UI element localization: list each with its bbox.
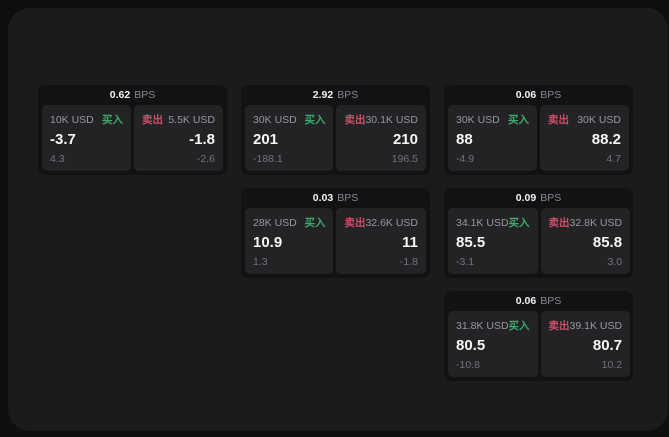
quote-card: 0.06 BPS 31.8K USD 买入 80.5 -10.8 卖出 39.1… xyxy=(444,291,633,381)
card-body: 34.1K USD 买入 85.5 -3.1 卖出 32.8K USD 85.8… xyxy=(444,208,633,278)
card-header: 0.09 BPS xyxy=(444,188,633,208)
quote-card: 2.92 BPS 30K USD 买入 201 -188.1 卖出 30.1K … xyxy=(241,85,430,175)
buy-delta: -10.8 xyxy=(456,359,480,371)
sell-amount: 30K USD xyxy=(577,113,621,126)
bps-unit: BPS xyxy=(540,192,562,204)
bps-unit: BPS xyxy=(337,89,359,101)
buy-tag: 买入 xyxy=(102,114,123,126)
card-header: 0.03 BPS xyxy=(241,188,430,208)
main-panel: 0.62 BPS 10K USD 买入 -3.7 4.3 卖出 5.5K USD xyxy=(8,8,668,431)
bps-value: 2.92 xyxy=(312,89,334,101)
card-body: 31.8K USD 买入 80.5 -10.8 卖出 39.1K USD 80.… xyxy=(444,311,633,381)
buy-amount: 31.8K USD xyxy=(456,319,509,332)
sell-amount: 32.8K USD xyxy=(569,216,623,229)
sell-amount: 39.1K USD xyxy=(569,319,623,332)
sell-panel[interactable]: 卖出 30K USD 88.2 4.7 xyxy=(540,105,629,171)
sell-panel[interactable]: 卖出 5.5K USD -1.8 -2.6 xyxy=(134,105,223,171)
sell-tag: 卖出 xyxy=(142,114,163,126)
quote-card: 0.62 BPS 10K USD 买入 -3.7 4.3 卖出 5.5K USD xyxy=(38,85,227,175)
sell-delta: -1.8 xyxy=(399,256,418,268)
sell-panel[interactable]: 卖出 32.8K USD 85.8 3.0 xyxy=(540,208,631,274)
bps-unit: BPS xyxy=(134,89,156,101)
sell-delta: 3.0 xyxy=(607,256,623,268)
buy-amount: 28K USD xyxy=(253,216,297,229)
sell-price: 210 xyxy=(392,130,418,148)
card-header: 0.06 BPS xyxy=(444,291,633,311)
sell-price: 88.2 xyxy=(591,130,621,148)
bps-value: 0.06 xyxy=(515,295,537,307)
sell-price: 80.7 xyxy=(592,336,623,354)
sell-delta: 4.7 xyxy=(606,153,621,165)
sell-amount: 32.6K USD xyxy=(365,216,418,229)
bps-unit: BPS xyxy=(337,192,359,204)
sell-delta: 10.2 xyxy=(601,359,623,371)
sell-price: 85.8 xyxy=(592,233,623,251)
buy-panel[interactable]: 30K USD 买入 88 -4.9 xyxy=(448,105,537,171)
sell-panel[interactable]: 卖出 32.6K USD 11 -1.8 xyxy=(336,208,426,274)
buy-price: 201 xyxy=(253,130,279,148)
bps-value: 0.03 xyxy=(312,192,334,204)
card-body: 30K USD 买入 201 -188.1 卖出 30.1K USD 210 1… xyxy=(241,105,430,175)
sell-tag: 卖出 xyxy=(344,217,366,229)
sell-tag: 卖出 xyxy=(548,114,569,126)
buy-price: 85.5 xyxy=(456,233,486,251)
buy-amount: 30K USD xyxy=(253,113,297,126)
card-header: 0.06 BPS xyxy=(444,85,633,105)
bps-unit: BPS xyxy=(540,89,562,101)
sell-delta: -2.6 xyxy=(196,153,215,165)
buy-panel[interactable]: 34.1K USD 买入 85.5 -3.1 xyxy=(448,208,538,274)
sell-tag: 卖出 xyxy=(548,217,570,229)
sell-tag: 卖出 xyxy=(344,114,366,126)
buy-delta: 1.3 xyxy=(253,256,268,268)
bps-value: 0.06 xyxy=(515,89,537,101)
sell-amount: 5.5K USD xyxy=(168,113,215,126)
sell-price: -1.8 xyxy=(189,130,215,148)
card-body: 10K USD 买入 -3.7 4.3 卖出 5.5K USD -1.8 -2.… xyxy=(38,105,227,175)
sell-tag: 卖出 xyxy=(548,320,570,332)
sell-panel[interactable]: 卖出 30.1K USD 210 196.5 xyxy=(336,105,426,171)
bps-value: 0.62 xyxy=(109,89,131,101)
quote-card: 0.06 BPS 30K USD 买入 88 -4.9 卖出 30K USD xyxy=(444,85,633,175)
bps-value: 0.09 xyxy=(515,192,537,204)
buy-delta: -3.1 xyxy=(456,256,475,268)
buy-tag: 买入 xyxy=(304,217,326,229)
buy-amount: 30K USD xyxy=(456,113,500,126)
card-body: 28K USD 买入 10.9 1.3 卖出 32.6K USD 11 -1.8 xyxy=(241,208,430,278)
buy-panel[interactable]: 31.8K USD 买入 80.5 -10.8 xyxy=(448,311,538,377)
buy-amount: 10K USD xyxy=(50,113,94,126)
quote-card: 0.09 BPS 34.1K USD 买入 85.5 -3.1 卖出 32.8K… xyxy=(444,188,633,278)
buy-delta: 4.3 xyxy=(50,153,65,165)
sell-price: 11 xyxy=(402,233,418,251)
quote-cards-grid: 0.62 BPS 10K USD 买入 -3.7 4.3 卖出 5.5K USD xyxy=(38,85,633,381)
buy-amount: 34.1K USD xyxy=(456,216,509,229)
buy-tag: 买入 xyxy=(508,320,530,332)
buy-price: 10.9 xyxy=(253,233,283,251)
card-header: 0.62 BPS xyxy=(38,85,227,105)
bps-unit: BPS xyxy=(540,295,562,307)
buy-panel[interactable]: 30K USD 买入 201 -188.1 xyxy=(245,105,334,171)
buy-tag: 买入 xyxy=(508,217,530,229)
buy-price: 80.5 xyxy=(456,336,486,354)
sell-delta: 196.5 xyxy=(391,153,418,165)
buy-tag: 买入 xyxy=(304,114,326,126)
card-body: 30K USD 买入 88 -4.9 卖出 30K USD 88.2 4.7 xyxy=(444,105,633,175)
buy-delta: -188.1 xyxy=(253,153,283,165)
card-header: 2.92 BPS xyxy=(241,85,430,105)
buy-panel[interactable]: 10K USD 买入 -3.7 4.3 xyxy=(42,105,131,171)
quote-card: 0.03 BPS 28K USD 买入 10.9 1.3 卖出 32.6K US… xyxy=(241,188,430,278)
buy-price: -3.7 xyxy=(50,130,76,148)
sell-amount: 30.1K USD xyxy=(365,113,418,126)
buy-price: 88 xyxy=(456,130,473,148)
buy-panel[interactable]: 28K USD 买入 10.9 1.3 xyxy=(245,208,334,274)
buy-delta: -4.9 xyxy=(456,153,475,165)
buy-tag: 买入 xyxy=(508,114,529,126)
sell-panel[interactable]: 卖出 39.1K USD 80.7 10.2 xyxy=(540,311,631,377)
